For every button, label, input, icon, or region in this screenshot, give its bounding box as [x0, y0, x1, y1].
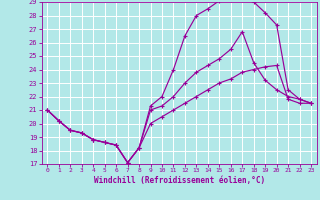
- X-axis label: Windchill (Refroidissement éolien,°C): Windchill (Refroidissement éolien,°C): [94, 176, 265, 185]
